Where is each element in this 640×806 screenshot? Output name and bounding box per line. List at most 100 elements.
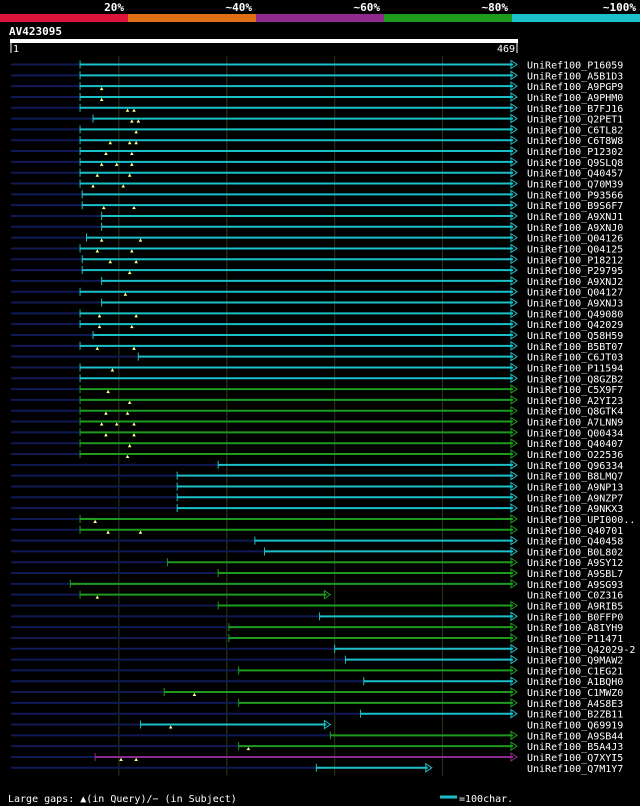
hit-label[interactable]: UniRef100_Q40407 xyxy=(527,439,623,450)
hit-label[interactable]: UniRef100_A9NZP7 xyxy=(527,493,623,504)
hit-row[interactable]: UniRef100_Q96334 xyxy=(11,459,623,472)
hit-row[interactable]: UniRef100_A9SG93 xyxy=(11,578,623,591)
hit-label[interactable]: UniRef100_A8IYH9 xyxy=(527,623,623,634)
hit-row[interactable]: UniRef100_A2YI23 xyxy=(11,394,623,407)
hit-row[interactable]: UniRef100_P18212 xyxy=(11,254,623,266)
hit-row[interactable]: UniRef100_C6T8W8 xyxy=(11,135,623,147)
hit-row[interactable]: UniRef100_A5B1D3 xyxy=(11,70,623,82)
hit-row[interactable]: UniRef100_B9S6F7 xyxy=(11,200,623,212)
hit-row[interactable]: UniRef100_A9SB44 xyxy=(11,730,623,742)
hit-label[interactable]: UniRef100_P11471 xyxy=(527,634,623,645)
hit-label[interactable]: UniRef100_A4S8E3 xyxy=(527,699,623,710)
hit-label[interactable]: UniRef100_C0Z316 xyxy=(527,591,623,602)
hit-label[interactable]: UniRef100_Q8GZB2 xyxy=(527,374,623,385)
hit-row[interactable]: UniRef100_Q8GZB2 xyxy=(11,373,623,385)
hit-row[interactable]: UniRef100_P12302 xyxy=(11,146,623,158)
hit-label[interactable]: UniRef100_Q40701 xyxy=(527,526,623,537)
hit-label[interactable]: UniRef100_C1EG21 xyxy=(527,666,623,677)
hit-row[interactable]: UniRef100_C6JT03 xyxy=(11,351,623,364)
hit-row[interactable]: UniRef100_C1MWZ0 xyxy=(11,687,623,699)
hit-label[interactable]: UniRef100_Q04126 xyxy=(527,234,623,245)
hit-label[interactable]: UniRef100_C1MWZ0 xyxy=(527,688,623,699)
hit-row[interactable]: UniRef100_Q40407 xyxy=(11,438,623,450)
hit-label[interactable]: UniRef100_A1BQH0 xyxy=(527,677,623,688)
hit-row[interactable]: UniRef100_Q00434 xyxy=(11,427,623,439)
hit-row[interactable]: UniRef100_Q9MAW2 xyxy=(11,654,623,667)
hit-row[interactable]: UniRef100_Q7XYI5 xyxy=(11,752,623,764)
hit-label[interactable]: UniRef100_A9SY12 xyxy=(527,558,623,569)
hit-label[interactable]: UniRef100_C6T8W8 xyxy=(527,136,623,147)
hit-label[interactable]: UniRef100_Q49080 xyxy=(527,309,623,320)
hit-label[interactable]: UniRef100_Q7XYI5 xyxy=(527,753,623,764)
hit-row[interactable]: UniRef100_A9SY12 xyxy=(11,557,623,569)
hit-label[interactable]: UniRef100_P29795 xyxy=(527,266,623,277)
hit-row[interactable]: UniRef100_Q04125 xyxy=(11,243,623,255)
hit-row[interactable]: UniRef100_Q49080 xyxy=(11,308,623,320)
hit-row[interactable]: UniRef100_Q04127 xyxy=(11,286,623,299)
hit-row[interactable]: UniRef100_Q40457 xyxy=(11,167,623,180)
hit-row[interactable]: UniRef100_O22536 xyxy=(11,449,623,461)
hit-label[interactable]: UniRef100_Q2PET1 xyxy=(527,115,623,126)
hit-label[interactable]: UniRef100_A9SBL7 xyxy=(527,569,623,580)
hit-row[interactable]: UniRef100_Q04126 xyxy=(11,232,623,245)
hit-row[interactable]: UniRef100_Q58H59 xyxy=(11,330,623,342)
hit-label[interactable]: UniRef100_B7FJ16 xyxy=(527,104,623,115)
hit-row[interactable]: UniRef100_A9RIB5 xyxy=(11,600,623,613)
hit-label[interactable]: UniRef100_B2ZB11 xyxy=(527,710,623,721)
hit-label[interactable]: UniRef100_B9S6F7 xyxy=(527,201,623,212)
hit-label[interactable]: UniRef100_Q42029-2 xyxy=(527,645,635,656)
hit-row[interactable]: UniRef100_B8LMQ7 xyxy=(11,470,623,483)
hit-row[interactable]: UniRef100_A9XNJ0 xyxy=(11,221,623,234)
hit-label[interactable]: UniRef100_A9SB44 xyxy=(527,731,623,742)
hit-row[interactable]: UniRef100_B0FFP0 xyxy=(11,611,623,623)
hit-label[interactable]: UniRef100_Q58H59 xyxy=(527,331,623,342)
hit-label[interactable]: UniRef100_C6JT03 xyxy=(527,353,623,364)
hit-row[interactable]: UniRef100_P93566 xyxy=(11,189,623,201)
hit-label[interactable]: UniRef100_B5BT07 xyxy=(527,342,623,353)
hit-label[interactable]: UniRef100_Q7M1Y7 xyxy=(527,764,623,775)
hit-label[interactable]: UniRef100_A9XNJ3 xyxy=(527,299,623,310)
hit-label[interactable]: UniRef100_A9RIB5 xyxy=(527,602,623,613)
hit-label[interactable]: UniRef100_A5B1D3 xyxy=(527,71,623,82)
hit-label[interactable]: UniRef100_A9SG93 xyxy=(527,580,623,591)
hit-row[interactable]: UniRef100_A9NP13 xyxy=(11,481,623,493)
hit-label[interactable]: UniRef100_P18212 xyxy=(527,255,623,266)
hit-row[interactable]: UniRef100_Q42029 xyxy=(11,319,623,331)
hit-row[interactable]: UniRef100_Q9SLQ8 xyxy=(11,156,623,169)
hit-row[interactable]: UniRef100_B2ZB11 xyxy=(11,708,623,721)
hit-label[interactable]: UniRef100_A2YI23 xyxy=(527,396,623,407)
hit-row[interactable]: UniRef100_A7LNN9 xyxy=(11,416,623,429)
hit-label[interactable]: UniRef100_Q42029 xyxy=(527,320,623,331)
hit-label[interactable]: UniRef100_Q40458 xyxy=(527,537,623,548)
hit-label[interactable]: UniRef100_B5A4J3 xyxy=(527,742,623,753)
hit-label[interactable]: UniRef100_Q8GTK4 xyxy=(527,407,623,418)
hit-label[interactable]: UniRef100_A9XNJ2 xyxy=(527,277,623,288)
hit-row[interactable]: UniRef100_P11594 xyxy=(11,362,623,374)
hit-row[interactable]: UniRef100_A9XNJ2 xyxy=(11,275,623,288)
hit-label[interactable]: UniRef100_Q9SLQ8 xyxy=(527,158,623,169)
hit-label[interactable]: UniRef100_A9XNJ0 xyxy=(527,223,623,234)
hit-row[interactable]: UniRef100_Q69919 xyxy=(11,719,623,732)
hit-row[interactable]: UniRef100_P11471 xyxy=(11,633,623,645)
hit-row[interactable]: UniRef100_A8IYH9 xyxy=(11,622,623,634)
hit-row[interactable]: UniRef100_Q40701 xyxy=(11,524,623,537)
hit-row[interactable]: UniRef100_B5BT07 xyxy=(11,340,623,353)
hit-row[interactable]: UniRef100_UPI000.. xyxy=(11,514,635,526)
hit-row[interactable]: UniRef100_A1BQH0 xyxy=(11,676,623,688)
hit-label[interactable]: UniRef100_Q96334 xyxy=(527,461,623,472)
hit-row[interactable]: UniRef100_P16059 xyxy=(11,59,623,72)
hit-row[interactable]: UniRef100_A9XNJ1 xyxy=(11,211,623,223)
hit-row[interactable]: UniRef100_Q8GTK4 xyxy=(11,405,623,418)
hit-label[interactable]: UniRef100_Q70M39 xyxy=(527,180,623,191)
hit-row[interactable]: UniRef100_Q40458 xyxy=(11,535,623,548)
hit-label[interactable]: UniRef100_B0L802 xyxy=(527,547,623,558)
hit-row[interactable]: UniRef100_A4S8E3 xyxy=(11,697,623,710)
hit-row[interactable]: UniRef100_A9PGP9 xyxy=(11,81,623,93)
hit-label[interactable]: UniRef100_P12302 xyxy=(527,147,623,158)
hit-row[interactable]: UniRef100_C5X9F7 xyxy=(11,384,623,396)
hit-row[interactable]: UniRef100_Q70M39 xyxy=(11,178,623,191)
hit-label[interactable]: UniRef100_A9NKX3 xyxy=(527,504,623,515)
hit-label[interactable]: UniRef100_Q04125 xyxy=(527,244,623,255)
hit-label[interactable]: UniRef100_P11594 xyxy=(527,363,623,374)
hit-row[interactable]: UniRef100_A9PHM0 xyxy=(11,92,623,104)
